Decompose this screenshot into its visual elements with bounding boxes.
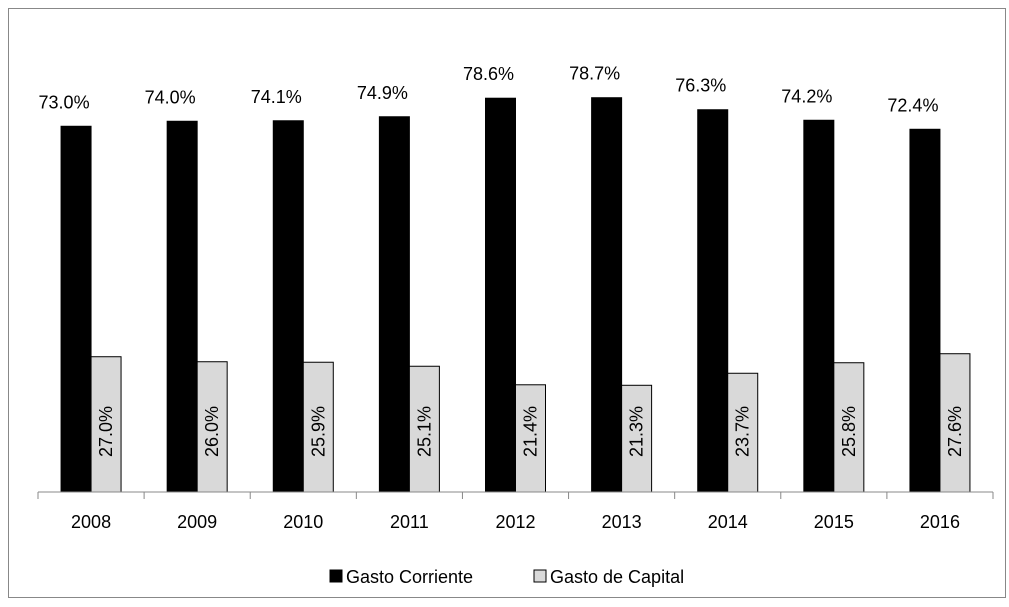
legend-label: Gasto de Capital: [550, 567, 684, 587]
bar: [591, 97, 623, 493]
value-label: 74.0%: [145, 87, 196, 107]
x-tick-label: 2012: [495, 512, 535, 532]
legend-swatch: [533, 569, 547, 583]
bar: [697, 109, 729, 493]
x-tick-label: 2010: [283, 512, 323, 532]
value-label: 26.0%: [202, 406, 222, 457]
x-tick-label: 2009: [177, 512, 217, 532]
value-label: 78.7%: [569, 64, 620, 84]
bar: [939, 353, 971, 493]
value-label: 78.6%: [463, 64, 514, 84]
x-tick-label: 2008: [71, 512, 111, 532]
x-tick-label: 2013: [602, 512, 642, 532]
value-label: 74.9%: [357, 83, 408, 103]
bar: [166, 120, 198, 493]
bar: [272, 120, 304, 493]
value-label: 25.1%: [414, 406, 434, 457]
value-label: 74.2%: [781, 86, 832, 106]
value-label: 25.9%: [308, 406, 328, 457]
x-tick-label: 2016: [920, 512, 960, 532]
x-tick-label: 2015: [814, 512, 854, 532]
value-label: 76.3%: [675, 76, 726, 96]
value-label: 72.4%: [887, 95, 938, 115]
bar: [909, 128, 941, 493]
x-tick-label: 2014: [708, 512, 748, 532]
legend-label: Gasto Corriente: [346, 567, 473, 587]
bar: [515, 384, 546, 493]
bar: [90, 356, 122, 493]
bar: [485, 97, 516, 493]
bar: [196, 361, 228, 493]
legend-swatch: [329, 569, 343, 583]
bar: [302, 361, 334, 493]
value-label: 27.6%: [945, 406, 965, 457]
value-label: 74.1%: [251, 87, 302, 107]
value-label: 21.3%: [627, 406, 647, 457]
bar: [803, 119, 835, 493]
bar: [60, 125, 92, 493]
value-label: 21.4%: [521, 406, 541, 457]
value-label: 25.8%: [839, 406, 859, 457]
bar: [727, 372, 759, 493]
value-label: 23.7%: [733, 406, 753, 457]
x-tick-label: 2011: [390, 512, 429, 532]
value-label: 27.0%: [96, 406, 116, 457]
value-label: 73.0%: [39, 92, 90, 112]
bar: [378, 116, 410, 493]
